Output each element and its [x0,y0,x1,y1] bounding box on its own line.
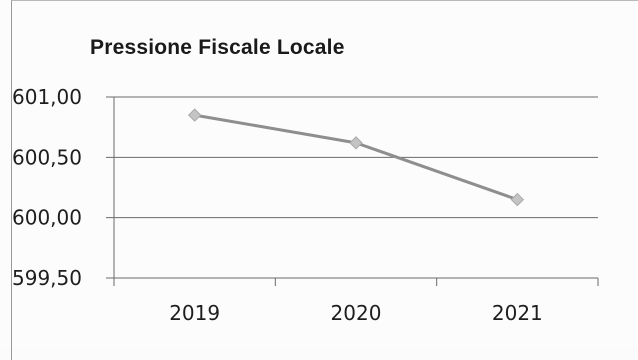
x-tick-label: 2019 [169,301,220,325]
y-tick-label: 601,00 [12,85,82,109]
y-tick-label: 599,50 [12,266,82,290]
x-tick-label: 2020 [331,301,382,325]
y-tick-labels: 601,00 600,50 600,00 599,50 [12,85,82,290]
y-tick-label: 600,50 [12,145,82,169]
line-chart: 601,00 600,50 600,00 599,50 2019 2020 2021 [12,85,599,325]
x-tick-label: 2021 [492,301,543,325]
chart-background [0,0,638,347]
data-series [187,108,525,207]
x-tick-labels: 2019 2020 2021 [169,301,543,325]
chart-title: Pressione Fiscale Locale [90,36,345,59]
y-tick-label: 600,00 [12,206,82,230]
data-point-marker [510,192,525,207]
chart-frame [11,0,638,360]
axes [113,97,599,286]
gridlines [106,96,598,279]
data-point-marker [349,136,363,150]
data-point-marker [187,108,202,122]
